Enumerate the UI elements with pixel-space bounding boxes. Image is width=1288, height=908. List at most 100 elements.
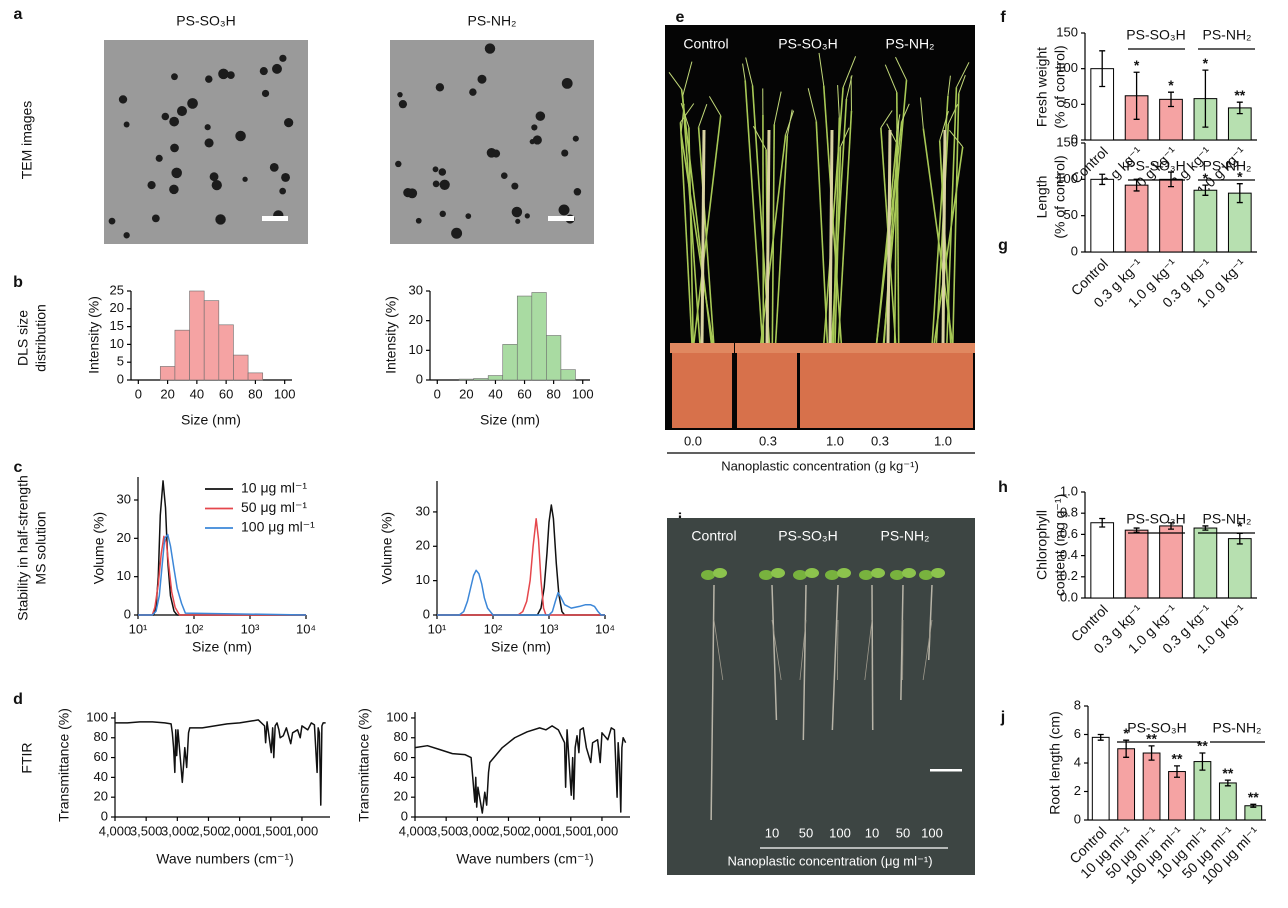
y-axis-label: (% of control): [1052, 155, 1068, 238]
stake: [700, 129, 706, 346]
x-tick-label: 10³: [241, 621, 260, 636]
bar: [1244, 805, 1263, 821]
y-tick-label: 25: [110, 282, 124, 297]
photo-xlabel: Nanoplastic concentration (μg ml⁻¹): [727, 853, 932, 868]
x-tick-label: 3,500: [430, 823, 463, 838]
branch: [698, 104, 708, 128]
y-axis-label: (% of control): [1052, 45, 1068, 128]
x-axis-label: Wave numbers (cm⁻¹): [456, 851, 594, 867]
histogram-bar: [189, 290, 205, 381]
row-label: FTIR: [19, 742, 35, 773]
stem: [744, 80, 764, 346]
root-branch: [799, 619, 807, 681]
y-tick-label: 0: [401, 808, 408, 823]
leaf: [825, 570, 839, 580]
row-label: TEM images: [19, 101, 35, 180]
y-tick-label: 60: [394, 749, 408, 764]
y-tick-label: 50: [1064, 96, 1078, 111]
root: [871, 584, 874, 731]
y-tick-label: 20: [409, 312, 423, 327]
branch: [668, 72, 683, 90]
x-tick-label: 0: [135, 386, 142, 401]
leaf: [701, 570, 715, 580]
photo-tick-label: 1.0: [826, 433, 844, 448]
particle: [218, 68, 229, 80]
photo-tick-label: 100: [921, 825, 943, 840]
x-tick-label: 2,000: [523, 823, 556, 838]
particle: [529, 139, 535, 145]
x-tick-label: 10²: [185, 621, 204, 636]
group-label: PS-SO₃H: [1126, 511, 1185, 527]
particle: [155, 154, 163, 162]
x-axis-label: Size (nm): [491, 639, 551, 655]
stem: [893, 131, 898, 346]
stake: [886, 129, 892, 346]
error-bar: [1250, 803, 1257, 808]
y-axis-label: Volume (%): [91, 512, 107, 584]
series-line: [115, 719, 326, 806]
histogram-bar: [516, 295, 533, 381]
pot: [672, 350, 732, 428]
group-label: PS-SO₃H: [1127, 720, 1186, 736]
legend-label: 100 μg ml⁻¹: [241, 519, 315, 535]
branch: [842, 56, 857, 88]
stake: [765, 129, 771, 346]
y-tick-label: 4: [1074, 754, 1081, 769]
y-axis-label: content (mg g⁻¹): [1052, 494, 1068, 596]
photo-label: PS-SO₃H: [778, 528, 837, 544]
pot: [737, 350, 797, 428]
histogram-bar: [560, 369, 576, 381]
pot-rim: [735, 343, 799, 353]
branch: [886, 123, 897, 144]
y-axis-label: Intensity (%): [383, 296, 399, 374]
branch: [880, 110, 893, 129]
y-tick-label: 0: [1071, 243, 1078, 258]
y-tick-label: 100: [386, 709, 408, 724]
particle: [500, 172, 508, 180]
x-tick-label: 20: [160, 386, 174, 401]
leaf: [919, 570, 933, 580]
significance-label: **: [1248, 789, 1259, 805]
x-tick-label: 60: [517, 386, 531, 401]
y-tick-label: 100: [86, 709, 108, 724]
stem: [815, 121, 829, 346]
error-bar: [1199, 752, 1206, 771]
y-tick-label: 80: [394, 729, 408, 744]
stem: [688, 127, 695, 346]
root-branch: [922, 619, 933, 681]
y-tick-label: 6: [1074, 726, 1081, 741]
y-tick-label: 100: [1056, 60, 1078, 75]
particle: [415, 217, 422, 224]
x-tick-label: 0: [434, 386, 441, 401]
particle: [211, 179, 222, 191]
root: [927, 584, 933, 661]
particle: [161, 112, 170, 121]
y-tick-label: 0.2: [1060, 568, 1078, 583]
branch: [884, 64, 898, 93]
x-tick-label: 3,000: [461, 823, 494, 838]
particle: [561, 149, 569, 157]
series-line: [138, 480, 306, 616]
y-tick-label: 2: [1074, 783, 1081, 798]
significance-label: **: [1197, 738, 1208, 754]
leaf: [837, 568, 851, 578]
error-bar: [1168, 171, 1174, 188]
branch: [682, 61, 693, 97]
particle: [151, 214, 160, 223]
y-axis-label: Fresh weight: [1034, 47, 1050, 127]
stem: [837, 110, 853, 346]
stake: [941, 129, 947, 346]
particle: [515, 218, 521, 224]
particle: [407, 188, 418, 199]
leaf: [759, 570, 773, 580]
stem: [822, 87, 844, 346]
branch: [949, 129, 964, 148]
y-tick-label: 100: [1056, 171, 1078, 186]
particle: [451, 227, 463, 239]
x-axis-label: Wave numbers (cm⁻¹): [156, 851, 294, 867]
bar: [1142, 752, 1161, 821]
x-tick-label: 100: [572, 386, 594, 401]
panel-letter: a: [14, 6, 23, 23]
panel-letter: b: [13, 274, 23, 291]
